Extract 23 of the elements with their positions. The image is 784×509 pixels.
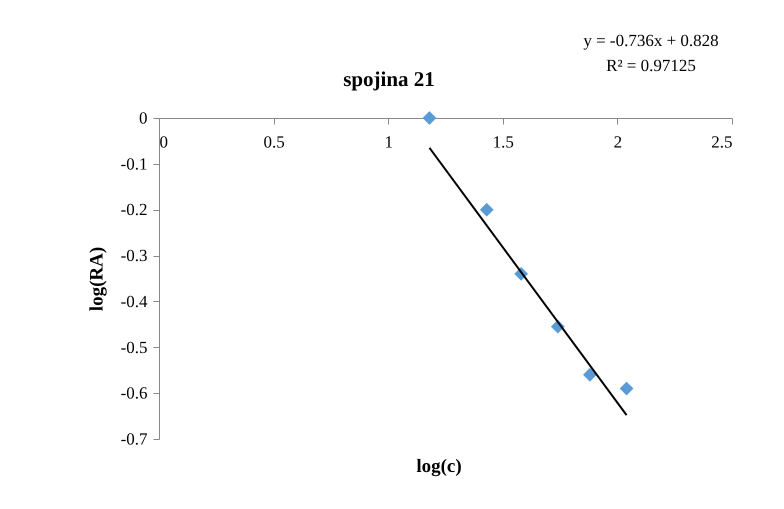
x-tick-label: 1.5 [492, 132, 514, 152]
y-tick-label: -0.2 [120, 200, 148, 220]
y-tick-label: -0.3 [120, 246, 148, 266]
y-tick-label: 0 [139, 108, 148, 128]
point [480, 202, 494, 217]
y-tick-label: -0.4 [120, 292, 148, 311]
chart-title: spojina 21 [343, 67, 435, 91]
x-tick-label: 2 [614, 132, 622, 152]
text: R² = 0.97125 [606, 56, 696, 75]
x-tick-label: 1 [384, 132, 393, 152]
y-tick-label: -0.7 [120, 430, 148, 448]
point [583, 368, 597, 382]
x-axis-title: log(c) [416, 456, 462, 477]
y-tick-label: -0.5 [120, 338, 148, 357]
y-tick-label: -0.6 [120, 384, 148, 403]
x-tick-label: 0.5 [263, 132, 285, 152]
y-axis-title: log(RA) [86, 246, 108, 312]
point [422, 111, 436, 125]
point [620, 382, 634, 396]
x-tick-label: 2.5 [711, 132, 732, 152]
y-tick-label: -0.1 [120, 154, 148, 174]
x-tick-label: 0 [160, 132, 168, 152]
text: y = -0.736x + 0.828 [583, 31, 719, 50]
